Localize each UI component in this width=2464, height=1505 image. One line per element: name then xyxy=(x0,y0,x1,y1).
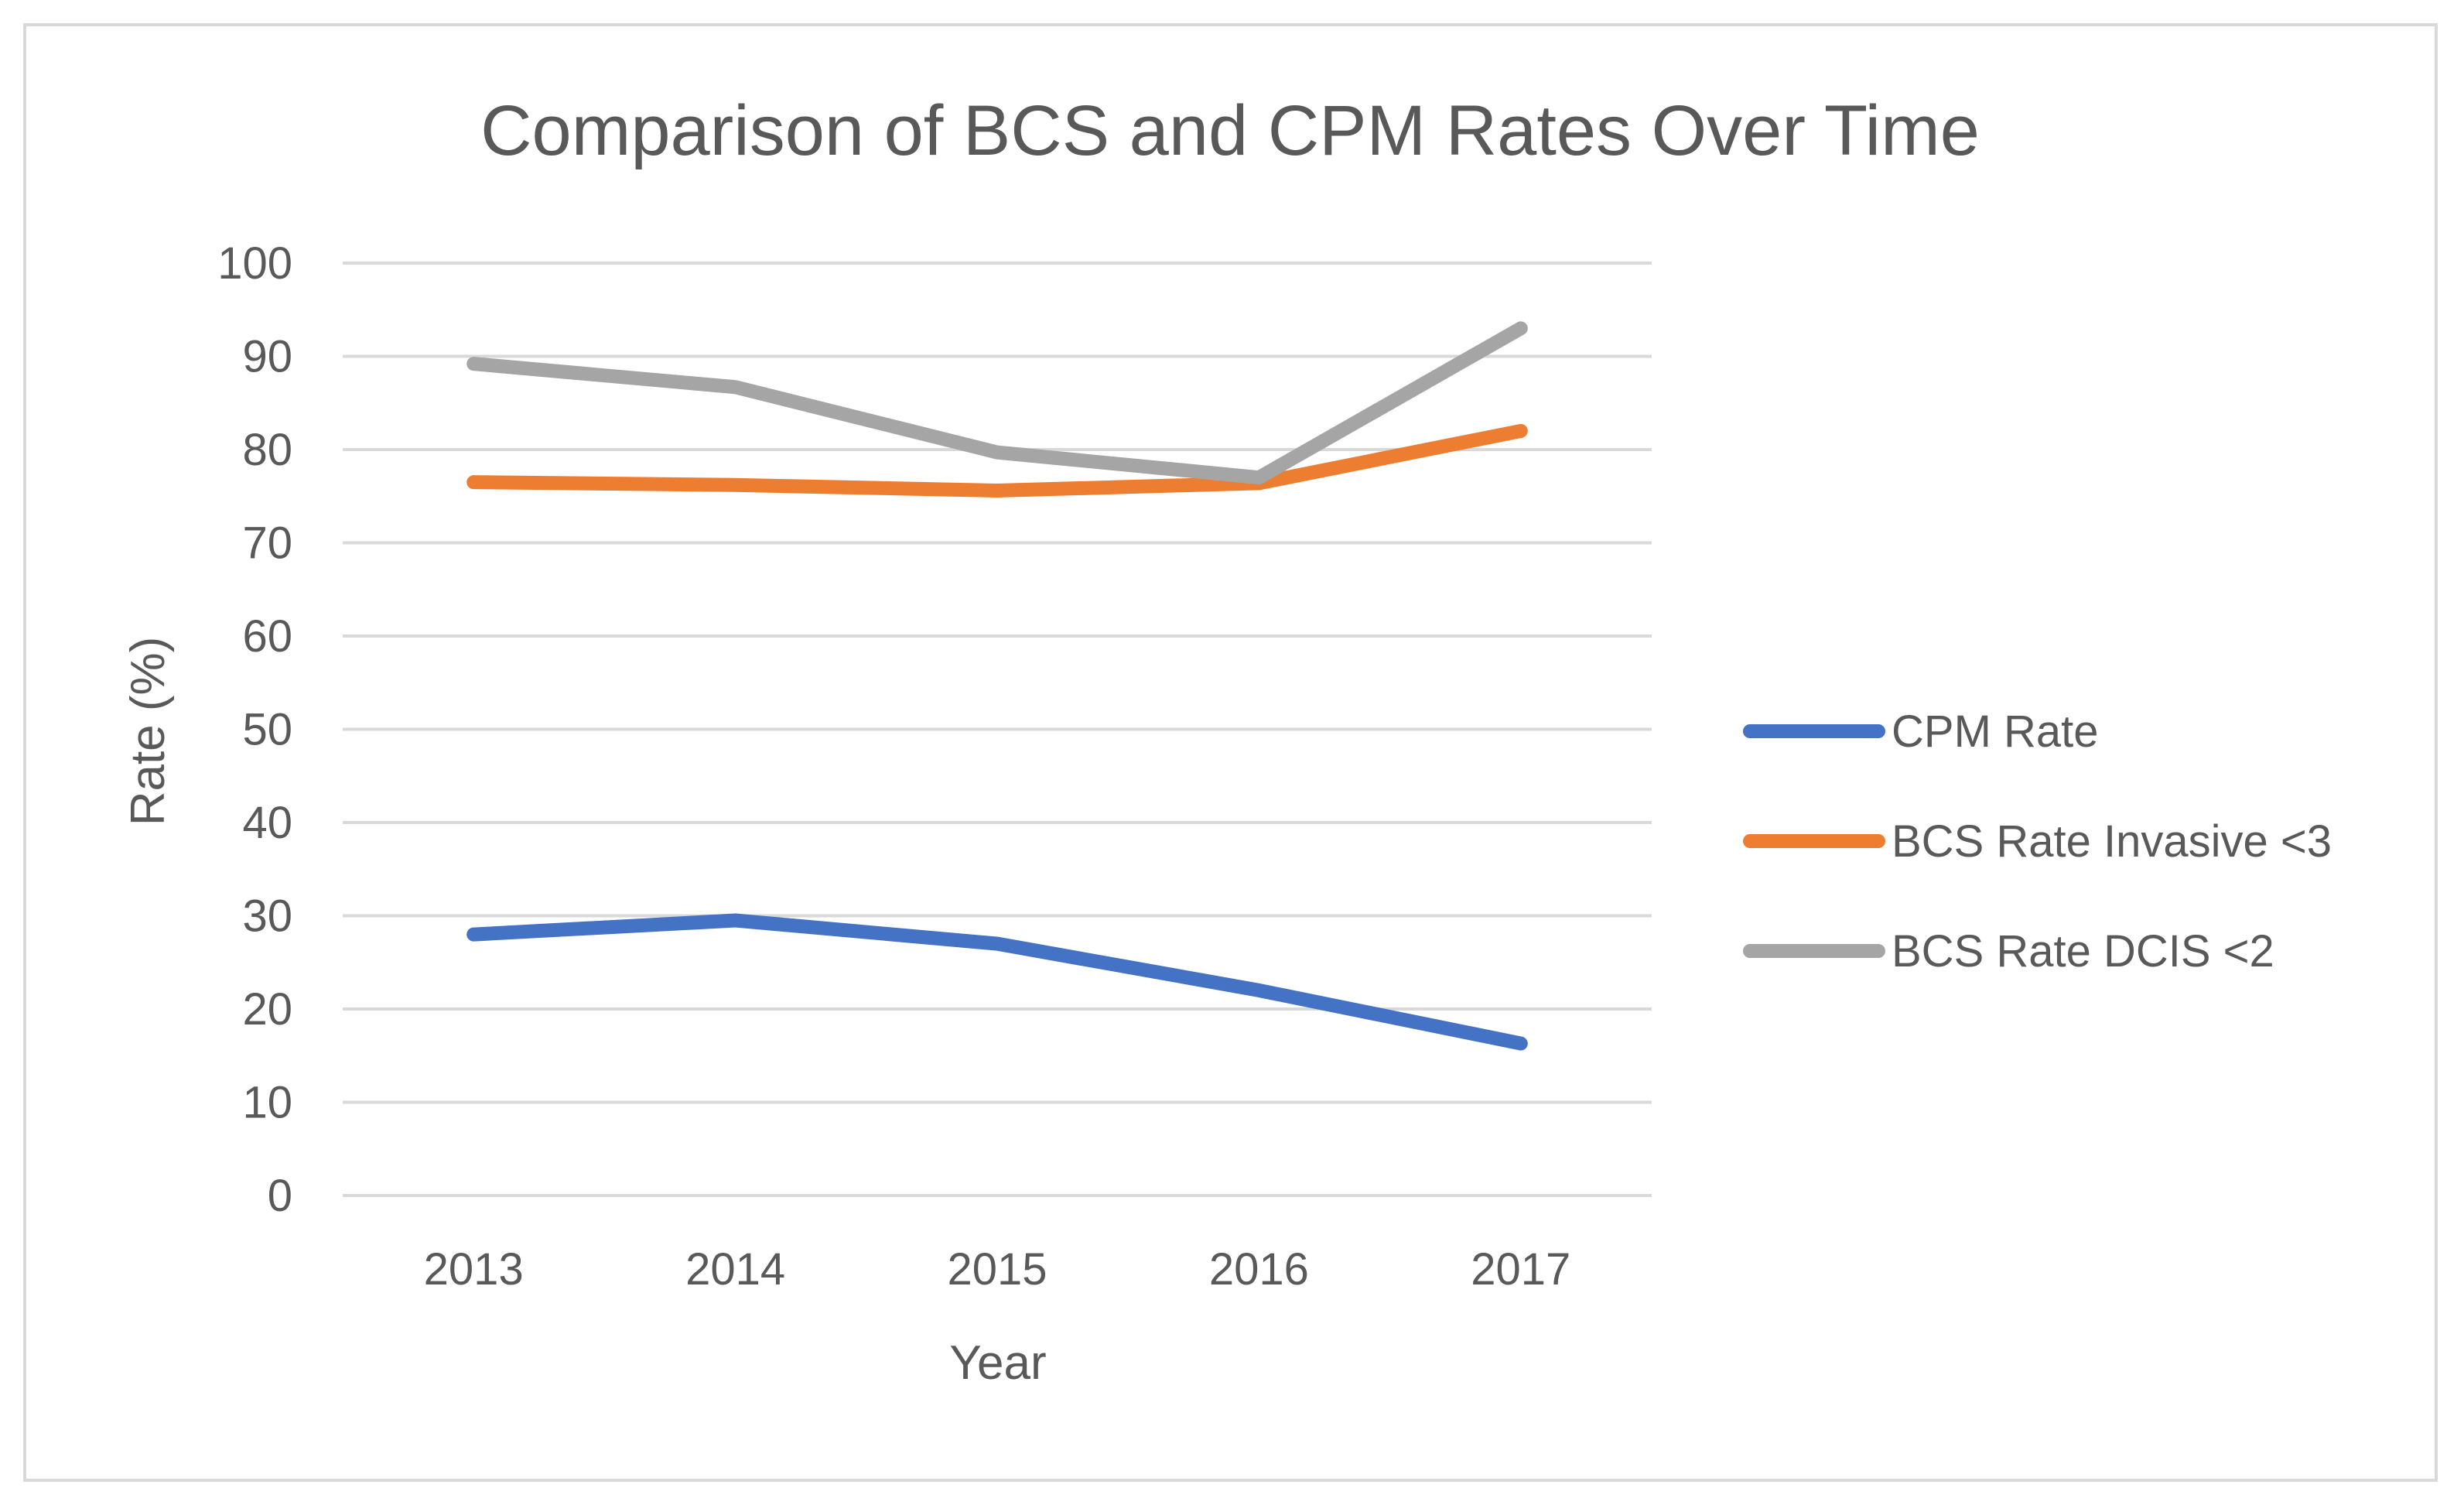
y-axis-ticks: 0 10 20 30 40 50 60 70 80 90 100 xyxy=(217,238,292,1221)
chart-title: Comparison of BCS and CPM Rates Over Tim… xyxy=(480,91,1980,170)
legend-label: BCS Rate Invasive <3 xyxy=(1892,816,2332,867)
y-tick-label: 10 xyxy=(242,1078,292,1128)
x-tick-label: 2017 xyxy=(1471,1244,1570,1295)
gridlines xyxy=(343,262,1652,1197)
legend-label: CPM Rate xyxy=(1892,706,2099,757)
x-tick-label: 2013 xyxy=(424,1244,524,1295)
x-tick-label: 2016 xyxy=(1209,1244,1309,1295)
legend: CPM Rate BCS Rate Invasive <3 BCS Rate DCI… xyxy=(1743,706,2332,977)
y-tick-label: 70 xyxy=(242,518,292,569)
y-tick-label: 90 xyxy=(242,332,292,382)
y-tick-label: 100 xyxy=(217,238,292,289)
series-lines xyxy=(466,321,1528,1051)
x-axis-ticks: 2013 2014 2015 2016 2017 xyxy=(424,1244,1571,1295)
y-tick-label: 80 xyxy=(242,425,292,475)
y-tick-label: 50 xyxy=(242,705,292,755)
series-line-0 xyxy=(466,913,1528,1051)
legend-item: BCS Rate DCIS <2 xyxy=(1743,926,2274,977)
y-tick-label: 20 xyxy=(242,984,292,1035)
series-line-1 xyxy=(466,423,1528,498)
legend-label: BCS Rate DCIS <2 xyxy=(1892,926,2274,977)
x-tick-label: 2014 xyxy=(685,1244,785,1295)
legend-item: CPM Rate xyxy=(1743,706,2099,757)
y-tick-label: 0 xyxy=(268,1171,292,1221)
x-tick-label: 2015 xyxy=(947,1244,1047,1295)
y-tick-label: 30 xyxy=(242,891,292,942)
y-tick-label: 60 xyxy=(242,611,292,662)
legend-item: BCS Rate Invasive <3 xyxy=(1743,816,2332,867)
y-axis-title: Rate (%) xyxy=(121,637,175,826)
x-axis-title: Year xyxy=(949,1336,1046,1390)
y-tick-label: 40 xyxy=(242,798,292,848)
chart-frame xyxy=(23,23,2438,1482)
series-line-2 xyxy=(466,321,1528,485)
